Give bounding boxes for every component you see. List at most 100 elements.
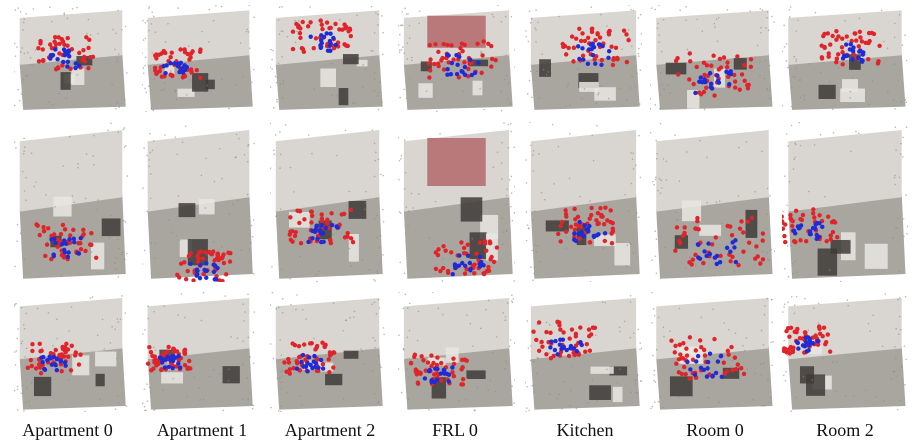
red-point	[569, 327, 575, 332]
cloud-speck	[905, 101, 908, 104]
red-point	[431, 360, 436, 366]
cloud-speck	[526, 93, 529, 95]
cloud-speck	[492, 166, 495, 168]
red-point	[295, 360, 300, 366]
cloud-speck	[427, 33, 430, 35]
red-point	[164, 349, 170, 354]
cloud-speck	[867, 103, 870, 106]
red-point	[44, 242, 50, 247]
red-point	[595, 221, 600, 227]
cloud-speck	[235, 84, 238, 86]
cloud-speck	[898, 333, 900, 335]
cloud-speck	[234, 156, 237, 159]
cloud-speck	[663, 88, 666, 91]
red-point	[741, 249, 746, 254]
red-point	[421, 358, 426, 363]
cloud-speck	[784, 267, 786, 270]
point-cloud-render	[270, 122, 385, 282]
red-point	[566, 45, 571, 51]
red-point	[710, 242, 715, 247]
cloud-speck	[14, 42, 16, 45]
cloud-speck	[503, 122, 505, 124]
cloud-speck	[235, 133, 238, 136]
cloud-speck	[783, 339, 786, 342]
red-point	[156, 52, 162, 57]
cloud-speck	[505, 360, 508, 363]
cloud-speck	[14, 104, 16, 107]
cloud-speck	[554, 218, 557, 221]
cloud-speck	[247, 31, 250, 33]
red-point	[298, 241, 304, 246]
red-point	[223, 272, 229, 277]
cloud-speck	[850, 150, 852, 153]
blue-point	[456, 263, 462, 268]
red-point	[62, 227, 68, 232]
cloud-speck	[759, 363, 762, 365]
cloud-speck	[792, 272, 795, 275]
blue-point	[195, 272, 200, 277]
cloud-speck	[115, 107, 118, 110]
red-point	[742, 78, 747, 83]
point-cloud-render	[398, 122, 515, 282]
cloud-speck	[244, 311, 246, 313]
cloud-speck	[286, 391, 289, 394]
red-point	[790, 348, 796, 353]
cloud-speck	[224, 295, 227, 297]
cloud-speck	[441, 280, 444, 282]
cloud-speck	[506, 302, 509, 304]
cloud-speck	[115, 257, 118, 259]
blue-point	[442, 369, 447, 375]
cloud-speck	[14, 265, 16, 268]
red-point	[795, 326, 800, 332]
blue-point	[314, 223, 319, 228]
cloud-speck	[382, 327, 385, 329]
cloud-speck	[14, 9, 17, 11]
cloud-speck	[107, 129, 109, 132]
cloud-speck	[14, 70, 15, 73]
cloud-speck	[332, 233, 334, 236]
furniture	[178, 203, 196, 218]
blue-point	[856, 55, 861, 60]
cloud-speck	[172, 377, 174, 380]
cloud-speck	[817, 322, 820, 325]
cloud-speck	[526, 224, 529, 226]
cloud-speck	[569, 104, 571, 107]
cloud-speck	[504, 78, 506, 81]
cloud-speck	[296, 30, 298, 33]
cloud-speck	[501, 141, 503, 144]
red-point	[81, 47, 86, 53]
cloud-speck	[148, 29, 150, 32]
blue-point	[558, 337, 563, 342]
cloud-speck	[635, 211, 638, 214]
cloud-speck	[659, 72, 662, 74]
cloud-speck	[661, 187, 663, 189]
cloud-speck	[530, 144, 532, 147]
red-point	[486, 41, 491, 46]
blue-point	[59, 242, 65, 247]
column-label-room-2: Room 2	[816, 420, 874, 440]
cloud-speck	[382, 254, 384, 256]
cloud-speck	[639, 380, 642, 382]
cloud-speck	[22, 29, 24, 31]
red-point	[782, 219, 785, 224]
blue-point	[180, 70, 186, 75]
cloud-speck	[767, 29, 770, 32]
cloud-speck	[773, 21, 775, 23]
red-point	[760, 257, 766, 262]
cloud-speck	[71, 195, 74, 197]
cloud-speck	[884, 293, 887, 295]
cloud-speck	[164, 134, 166, 136]
cloud-speck	[629, 336, 632, 339]
point-cloud-render	[270, 5, 384, 111]
cloud-speck	[653, 183, 656, 186]
cloud-speck	[342, 397, 345, 400]
cloud-speck	[177, 314, 179, 316]
scene-image-room-0-row-2	[650, 122, 775, 282]
blue-point	[733, 259, 739, 265]
cloud-speck	[408, 37, 411, 39]
cloud-speck	[118, 247, 120, 250]
cloud-speck	[370, 49, 373, 52]
red-point	[328, 25, 333, 30]
cloud-speck	[790, 244, 792, 247]
